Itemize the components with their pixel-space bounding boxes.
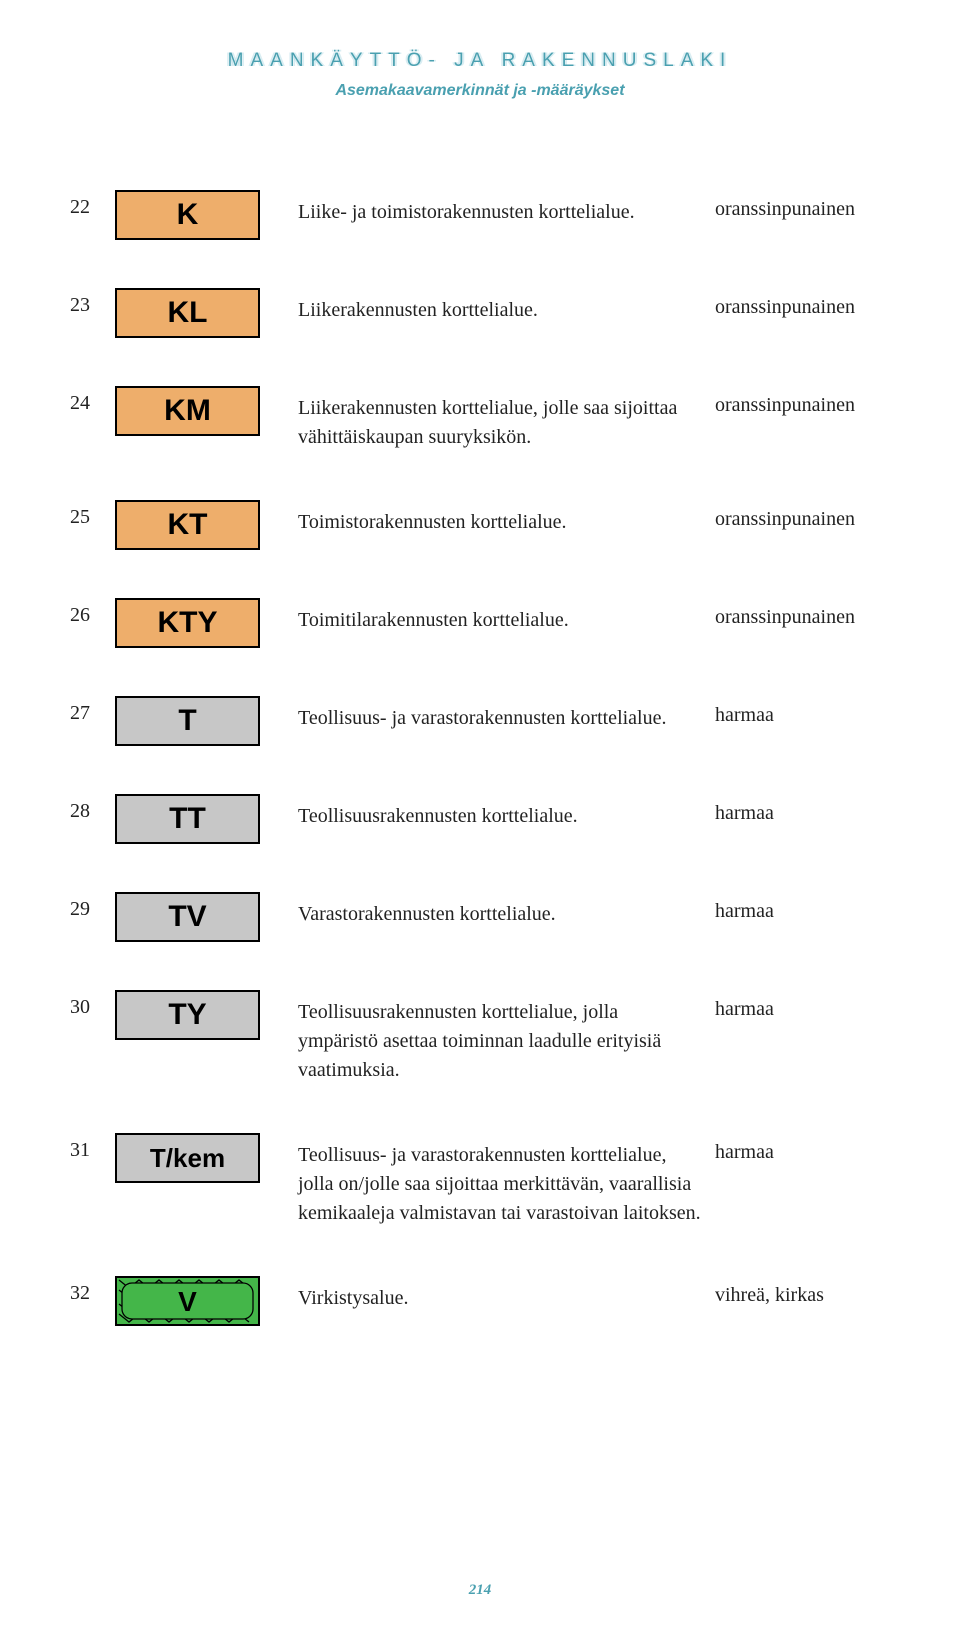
- symbol-box: KT: [115, 500, 260, 550]
- legend-row: 28 TT Teollisuusrakennusten korttelialue.h…: [70, 794, 890, 844]
- row-description: Toimitilarakennusten korttelialue.: [260, 598, 715, 635]
- legend-row: 26 KTY Toimitilarakennusten korttelialue.o…: [70, 598, 890, 648]
- legend-list: 22 K Liike- ja toimistorakennusten korttel…: [70, 190, 890, 1326]
- row-color-name: oranssinpunainen: [715, 500, 890, 531]
- code-box: KM: [115, 386, 260, 436]
- row-number: 24: [70, 386, 115, 415]
- legend-row: 24 KM Liikerakennusten korttelialue, jolle…: [70, 386, 890, 452]
- code-label: TV: [168, 900, 206, 934]
- code-box: KL: [115, 288, 260, 338]
- row-description: Liikerakennusten korttelialue, jolle saa…: [260, 386, 715, 452]
- code-box: T: [115, 696, 260, 746]
- symbol-box: V: [115, 1276, 260, 1326]
- symbol-box: T/kem: [115, 1133, 260, 1183]
- row-description: Liike- ja toimistorakennusten korttelial…: [260, 190, 715, 227]
- row-color-name: oranssinpunainen: [715, 288, 890, 319]
- symbol-box: TV: [115, 892, 260, 942]
- page-number: 214: [0, 1582, 960, 1599]
- row-description: Teollisuusrakennusten korttelialue, joll…: [260, 990, 715, 1085]
- row-description: Teollisuusrakennusten korttelialue.: [260, 794, 715, 831]
- legend-row: 22 K Liike- ja toimistorakennusten korttel…: [70, 190, 890, 240]
- code-box: KT: [115, 500, 260, 550]
- row-color-name: vihreä, kirkas: [715, 1276, 890, 1307]
- code-label: TT: [169, 802, 206, 836]
- code-box: TT: [115, 794, 260, 844]
- page-header-title: MAANKÄYTTÖ- JA RAKENNUSLAKI: [70, 50, 890, 72]
- row-description: Varastorakennusten korttelialue.: [260, 892, 715, 929]
- code-label: T/kem: [150, 1143, 225, 1174]
- row-color-name: harmaa: [715, 696, 890, 727]
- symbol-box: KTY: [115, 598, 260, 648]
- code-box: TY: [115, 990, 260, 1040]
- symbol-box: K: [115, 190, 260, 240]
- code-label: KTY: [158, 606, 218, 640]
- header-title-text: MAANKÄYTTÖ- JA RAKENNUSLAKI: [228, 50, 733, 71]
- code-box: KTY: [115, 598, 260, 648]
- row-number: 23: [70, 288, 115, 317]
- row-color-name: harmaa: [715, 1133, 890, 1164]
- code-box: K: [115, 190, 260, 240]
- symbol-box: KM: [115, 386, 260, 436]
- row-color-name: harmaa: [715, 990, 890, 1021]
- svg-text:V: V: [178, 1286, 197, 1317]
- page-header-subtitle: Asemakaavamerkinnät ja -määräykset: [70, 82, 890, 100]
- code-label: T: [178, 704, 196, 738]
- row-description: Teollisuus- ja varastorakennusten kortte…: [260, 1133, 715, 1228]
- row-number: 22: [70, 190, 115, 219]
- row-number: 30: [70, 990, 115, 1019]
- legend-row: 23 KL Liikerakennusten korttelialue.oranss…: [70, 288, 890, 338]
- row-description: Teollisuus- ja varastorakennusten kortte…: [260, 696, 715, 733]
- symbol-box: KL: [115, 288, 260, 338]
- row-color-name: oranssinpunainen: [715, 190, 890, 221]
- row-number: 29: [70, 892, 115, 921]
- row-description: Toimistorakennusten korttelialue.: [260, 500, 715, 537]
- symbol-box: T: [115, 696, 260, 746]
- legend-row: 32 V Virkistysalue.vihreä, kirkas: [70, 1276, 890, 1326]
- legend-row: 31 T/kem Teollisuus- ja varastorakennusten…: [70, 1133, 890, 1228]
- row-description: Liikerakennusten korttelialue.: [260, 288, 715, 325]
- legend-row: 25 KT Toimistorakennusten korttelialue.ora…: [70, 500, 890, 550]
- code-label: KT: [168, 508, 208, 542]
- v-pattern-icon: V: [115, 1276, 260, 1326]
- code-label: KL: [168, 296, 208, 330]
- symbol-box: TY: [115, 990, 260, 1040]
- row-number: 28: [70, 794, 115, 823]
- code-label: KM: [164, 394, 211, 428]
- row-number: 31: [70, 1133, 115, 1162]
- header-subtitle-text: Asemakaavamerkinnät ja -määräykset: [335, 82, 624, 99]
- legend-row: 30 TY Teollisuusrakennusten korttelialue, …: [70, 990, 890, 1085]
- row-color-name: harmaa: [715, 892, 890, 923]
- row-number: 26: [70, 598, 115, 627]
- legend-row: 27 T Teollisuus- ja varastorakennusten kor…: [70, 696, 890, 746]
- code-label: K: [177, 198, 199, 232]
- row-number: 32: [70, 1276, 115, 1305]
- legend-row: 29 TV Varastorakennusten korttelialue.harm…: [70, 892, 890, 942]
- code-box: T/kem: [115, 1133, 260, 1183]
- row-color-name: oranssinpunainen: [715, 386, 890, 417]
- symbol-box: TT: [115, 794, 260, 844]
- code-box: TV: [115, 892, 260, 942]
- row-number: 27: [70, 696, 115, 725]
- row-description: Virkistysalue.: [260, 1276, 715, 1313]
- row-color-name: oranssinpunainen: [715, 598, 890, 629]
- code-label: TY: [168, 998, 206, 1032]
- row-color-name: harmaa: [715, 794, 890, 825]
- row-number: 25: [70, 500, 115, 529]
